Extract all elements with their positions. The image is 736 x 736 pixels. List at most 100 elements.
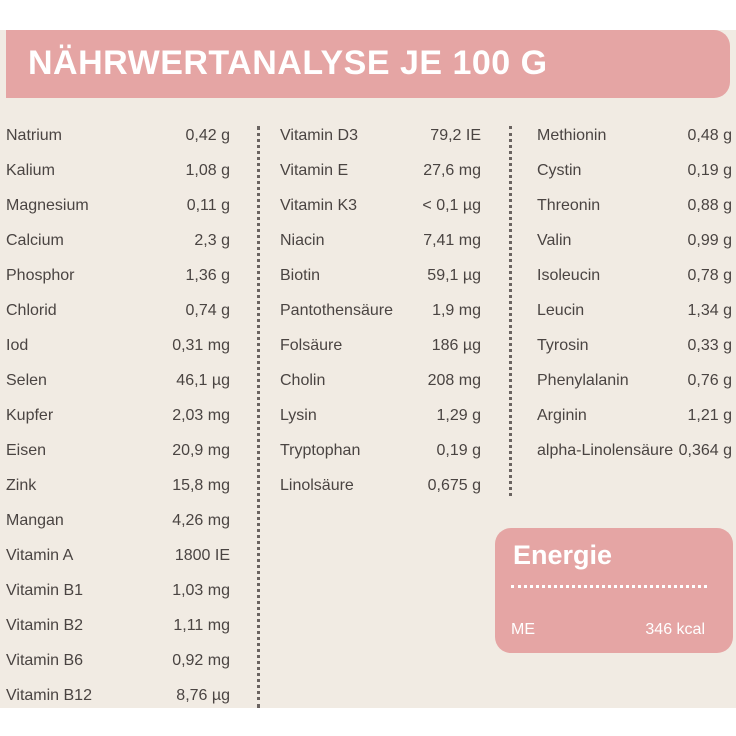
nutrient-row: Selen 46,1 µg (6, 363, 230, 398)
nutrient-row: Mangan 4,26 mg (6, 503, 230, 538)
nutrient-column-3: Methionin 0,48 g Cystin 0,19 g Threonin 0,8… (537, 118, 732, 468)
nutrient-value: 0,19 g (687, 161, 732, 179)
nutrient-row: Vitamin B1 1,03 mg (6, 573, 230, 608)
nutrient-value: < 0,1 µg (422, 196, 481, 214)
nutrient-name: Leucin (537, 301, 585, 319)
nutrient-name: alpha-Linolensäure (537, 441, 674, 459)
nutrient-value: 0,78 g (687, 266, 732, 284)
nutrient-value: 0,88 g (687, 196, 732, 214)
nutrient-value: 0,92 mg (172, 651, 230, 669)
nutrient-value: 59,1 µg (427, 266, 481, 284)
nutrient-name: Vitamin B12 (6, 686, 92, 704)
nutrient-row: Zink 15,8 mg (6, 468, 230, 503)
nutrient-value: 0,675 g (427, 476, 481, 494)
nutrient-row: Eisen 20,9 mg (6, 433, 230, 468)
nutrient-row: Vitamin K3 < 0,1 µg (280, 188, 481, 223)
energy-row: ME 346 kcal (511, 621, 705, 639)
nutrient-row: Magnesium 0,11 g (6, 188, 230, 223)
nutrient-name: Lysin (280, 406, 317, 424)
nutrient-row: Arginin 1,21 g (537, 398, 732, 433)
nutrient-row: Pantothensäure 1,9 mg (280, 293, 481, 328)
nutrient-name: Vitamin B2 (6, 616, 84, 634)
nutrient-name: Linolsäure (280, 476, 354, 494)
nutrient-row: alpha-Linolensäure 0,364 g (537, 433, 732, 468)
nutrient-row: Biotin 59,1 µg (280, 258, 481, 293)
nutrient-name: Methionin (537, 126, 607, 144)
nutrient-name: Iod (6, 336, 29, 354)
nutrient-row: Chlorid 0,74 g (6, 293, 230, 328)
nutrient-name: Vitamin K3 (280, 196, 358, 214)
nutrient-value: 0,11 g (186, 196, 230, 214)
nutrient-value: 8,76 µg (176, 686, 230, 704)
nutrient-row: Vitamin B12 8,76 µg (6, 678, 230, 713)
nutrient-row: Niacin 7,41 mg (280, 223, 481, 258)
nutrient-value: 4,26 mg (172, 511, 230, 529)
nutrient-name: Folsäure (280, 336, 343, 354)
nutrient-value: 2,3 g (194, 231, 230, 249)
nutrient-row: Lysin 1,29 g (280, 398, 481, 433)
nutrient-row: Vitamin E 27,6 mg (280, 153, 481, 188)
nutrient-value: 0,74 g (185, 301, 230, 319)
nutrient-row: Tyrosin 0,33 g (537, 328, 732, 363)
nutrient-name: Vitamin D3 (280, 126, 358, 144)
energy-label: ME (511, 621, 535, 638)
nutrient-row: Vitamin A 1800 IE (6, 538, 230, 573)
nutrient-value: 79,2 IE (430, 126, 481, 144)
nutrient-row: Methionin 0,48 g (537, 118, 732, 153)
nutrient-row: Isoleucin 0,78 g (537, 258, 732, 293)
energy-box: Energie ME 346 kcal (495, 528, 733, 653)
nutrient-row: Kalium 1,08 g (6, 153, 230, 188)
nutrient-row: Phenylalanin 0,76 g (537, 363, 732, 398)
nutrient-value: 186 µg (431, 336, 481, 354)
energy-title: Energie (513, 540, 613, 570)
nutrient-name: Isoleucin (537, 266, 601, 284)
nutrient-row: Iod 0,31 mg (6, 328, 230, 363)
nutrient-value: 7,41 mg (423, 231, 481, 249)
nutrient-row: Folsäure 186 µg (280, 328, 481, 363)
nutrient-value: 0,76 g (687, 371, 732, 389)
nutrient-row: Vitamin B2 1,11 mg (6, 608, 230, 643)
nutrient-value: 1,36 g (185, 266, 230, 284)
nutrient-name: Chlorid (6, 301, 57, 319)
nutrient-row: Cystin 0,19 g (537, 153, 732, 188)
nutrient-value: 0,364 g (678, 441, 732, 459)
nutrient-name: Calcium (6, 231, 64, 249)
nutrient-value: 1,11 mg (173, 616, 230, 634)
nutrient-name: Vitamin B6 (6, 651, 84, 669)
nutrient-value: 1,08 g (185, 161, 230, 179)
nutrient-value: 46,1 µg (176, 371, 230, 389)
nutrient-name: Kupfer (6, 406, 54, 424)
nutrient-name: Valin (537, 231, 572, 249)
nutrient-row: Valin 0,99 g (537, 223, 732, 258)
nutrient-name: Cystin (537, 161, 582, 179)
nutrient-row: Threonin 0,88 g (537, 188, 732, 223)
nutrient-name: Mangan (6, 511, 64, 529)
nutrient-row: Tryptophan 0,19 g (280, 433, 481, 468)
nutrient-value: 0,48 g (687, 126, 732, 144)
header-banner: NÄHRWERTANALYSE JE 100 G (6, 30, 730, 98)
nutrient-column-2: Vitamin D3 79,2 IE Vitamin E 27,6 mg Vitam… (280, 118, 481, 503)
nutrient-name: Tryptophan (280, 441, 361, 459)
nutrient-value: 1800 IE (174, 546, 230, 564)
nutrient-row: Phosphor 1,36 g (6, 258, 230, 293)
nutrient-value: 20,9 mg (172, 441, 230, 459)
nutrient-value: 27,6 mg (423, 161, 481, 179)
nutrient-name: Kalium (6, 161, 55, 179)
nutrient-value: 2,03 mg (172, 406, 230, 424)
page-title: NÄHRWERTANALYSE JE 100 G (28, 44, 548, 82)
nutrient-value: 0,99 g (687, 231, 732, 249)
nutrient-row: Kupfer 2,03 mg (6, 398, 230, 433)
nutrient-name: Vitamin A (6, 546, 74, 564)
nutrient-value: 1,9 mg (432, 301, 481, 319)
nutrient-value: 15,8 mg (172, 476, 230, 494)
nutrient-name: Magnesium (6, 196, 89, 214)
nutrient-value: 1,21 g (687, 406, 732, 424)
energy-divider (511, 585, 707, 588)
nutrient-row: Linolsäure 0,675 g (280, 468, 481, 503)
nutrient-name: Threonin (537, 196, 601, 214)
nutrient-value: 0,19 g (436, 441, 481, 459)
nutrient-name: Cholin (280, 371, 326, 389)
nutrient-name: Selen (6, 371, 47, 389)
nutrient-row: Leucin 1,34 g (537, 293, 732, 328)
nutrient-name: Pantothensäure (280, 301, 393, 319)
